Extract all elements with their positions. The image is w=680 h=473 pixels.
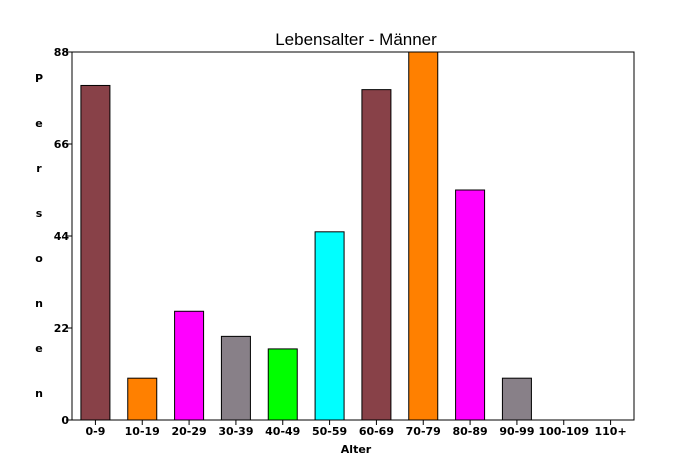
x-tick-label: 90-99 [499, 425, 534, 438]
x-tick-label: 110+ [594, 425, 626, 438]
bar-20-29 [174, 310, 205, 421]
y-axis-label-letter: e [35, 117, 42, 130]
bar-10-19 [127, 377, 158, 421]
bar-0-9 [80, 84, 111, 421]
y-axis-label-letter: s [36, 207, 43, 220]
y-axis: 0 22 44 66 88 [54, 46, 72, 427]
y-axis-label-letter: r [36, 162, 42, 175]
x-tick-label: 20-29 [171, 425, 206, 438]
y-tick-label: 88 [54, 46, 69, 59]
x-tick-label: 40-49 [265, 425, 300, 438]
bar-90-99 [501, 377, 532, 421]
y-tick-label: 22 [54, 322, 69, 335]
bars [80, 51, 532, 421]
y-tick-label: 44 [54, 230, 70, 243]
y-axis-label-letter: e [35, 342, 42, 355]
x-axis: 0-9 10-19 20-29 30-39 40-49 50-59 60-69 70-79 80… [85, 420, 627, 438]
bar-30-39 [220, 335, 251, 421]
x-tick-label: 50-59 [312, 425, 347, 438]
y-axis-label-letter: n [35, 387, 43, 400]
x-tick-label: 0-9 [85, 425, 105, 438]
x-tick-label: 60-69 [359, 425, 394, 438]
y-axis-label-letter: n [35, 297, 43, 310]
y-axis-label-letter: P [35, 72, 43, 85]
x-axis-label: Alter [341, 443, 372, 456]
y-tick-label: 66 [54, 138, 70, 151]
bar-50-59 [314, 231, 345, 421]
bar-80-89 [455, 189, 486, 421]
x-tick-label: 100-109 [539, 425, 590, 438]
plot-area-frame [71, 51, 635, 421]
x-tick-label: 80-89 [452, 425, 487, 438]
bar-60-69 [361, 89, 392, 421]
chart-title: Lebensalter - Männer [275, 30, 437, 49]
x-tick-label: 70-79 [406, 425, 441, 438]
y-axis-label-letter: o [35, 252, 43, 265]
bar-70-79 [408, 51, 439, 421]
y-axis-label: Pe r s o n e n [35, 72, 43, 400]
x-tick-label: 10-19 [125, 425, 160, 438]
bar-40-49 [267, 348, 298, 421]
y-tick-label: 0 [61, 414, 69, 427]
x-tick-label: 30-39 [218, 425, 253, 438]
